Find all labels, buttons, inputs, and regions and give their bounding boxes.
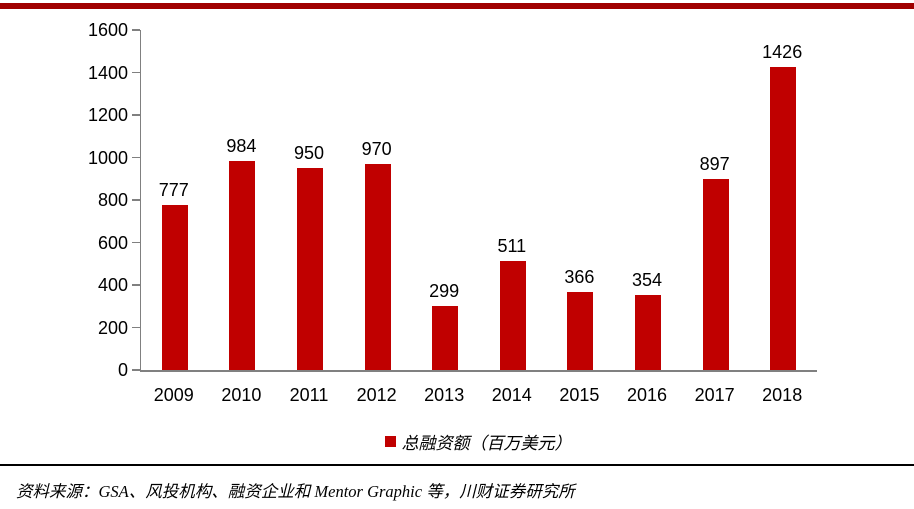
y-tick-mark xyxy=(132,156,140,159)
x-tick-label-2017: 2017 xyxy=(694,385,735,405)
y-tick-mark xyxy=(132,199,140,201)
y-tick-mark xyxy=(132,284,140,286)
footer-divider-rule xyxy=(0,464,914,467)
bar-value-label: 984 xyxy=(226,135,257,156)
bar-2016 xyxy=(635,294,661,370)
bar-2017 xyxy=(702,179,729,370)
x-tick-label-2014: 2014 xyxy=(491,385,532,405)
y-tick-mark xyxy=(132,369,140,371)
bar-2014 xyxy=(499,261,526,370)
bar-2010 xyxy=(229,160,256,370)
financing-bar-chart: 0 200 400 600 800 1000 1200 1400 1600 2009 2010 20… xyxy=(87,20,817,454)
plot-area xyxy=(140,30,817,372)
y-tick-mark xyxy=(132,29,140,31)
x-tick-label-2011: 2011 xyxy=(289,385,329,405)
y-tick-label: 800 xyxy=(97,190,128,210)
bar-2013 xyxy=(432,306,459,370)
x-tick-label-2013: 2013 xyxy=(424,385,465,405)
bar-value-label: 950 xyxy=(293,143,325,164)
y-tick-label: 600 xyxy=(97,232,128,253)
bar-2012 xyxy=(364,163,391,370)
x-tick-label-2010: 2010 xyxy=(221,385,262,405)
x-tick-label-2009: 2009 xyxy=(153,385,194,405)
bar-2018 xyxy=(770,66,797,370)
y-tick-mark xyxy=(132,241,140,244)
bar-2015 xyxy=(567,292,594,370)
y-tick-label: 400 xyxy=(97,275,128,295)
source-note: 资料来源：GSA、风投机构、融资企业和 Mentor Graphic 等，川财证… xyxy=(16,482,575,501)
bar-value-label: 354 xyxy=(631,269,663,290)
bar-value-label: 299 xyxy=(429,281,460,302)
bar-2011 xyxy=(297,168,323,370)
bar-2009 xyxy=(161,204,188,370)
y-tick-mark xyxy=(132,326,140,329)
y-tick-label: 1200 xyxy=(87,105,128,125)
y-tick-label: 200 xyxy=(97,317,128,338)
x-tick-label-2012: 2012 xyxy=(356,385,397,405)
y-tick-label: 1600 xyxy=(87,20,128,40)
y-tick-label: 1000 xyxy=(87,147,128,168)
y-tick-label: 1400 xyxy=(87,62,128,83)
bar-value-label: 1426 xyxy=(762,41,803,62)
bar-value-label: 897 xyxy=(699,154,730,175)
y-tick-mark xyxy=(132,114,140,116)
bar-value-label: 970 xyxy=(361,138,392,159)
y-tick-label: 0 xyxy=(117,360,128,380)
x-tick-label-2016: 2016 xyxy=(626,385,668,405)
x-tick-label-2015: 2015 xyxy=(559,385,600,405)
legend-label: 总融资额（百万美元） xyxy=(401,434,572,453)
top-red-rule xyxy=(0,3,914,9)
x-tick-label-2018: 2018 xyxy=(762,385,803,405)
bar-value-label: 777 xyxy=(158,179,189,200)
legend-swatch-icon xyxy=(384,436,396,447)
bar-value-label: 366 xyxy=(564,267,595,288)
y-tick-mark xyxy=(132,71,140,74)
bar-value-label: 511 xyxy=(497,236,527,257)
chart-legend: 总融资额（百万美元） xyxy=(140,429,816,454)
